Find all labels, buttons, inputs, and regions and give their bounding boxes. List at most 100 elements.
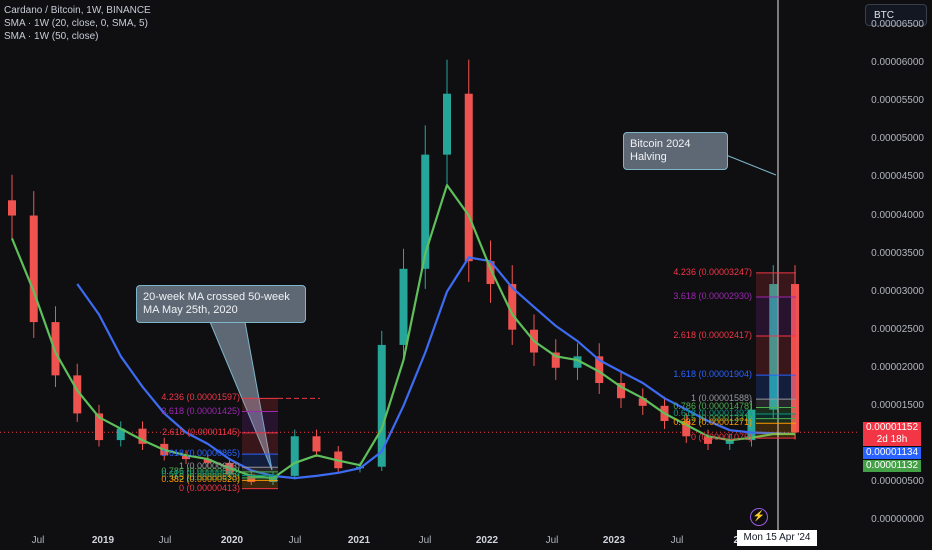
lightning-event-icon[interactable]: ⚡ xyxy=(750,508,768,526)
candle-body xyxy=(508,284,517,330)
fib2024-label: 1 (0.00001588) xyxy=(690,393,752,404)
time-axis-tick: 2019 xyxy=(91,535,115,546)
legend-symbol[interactable]: Cardano / Bitcoin, 1W, BINANCE xyxy=(4,5,151,16)
time-axis-tick: Jul xyxy=(158,535,172,546)
candle-body xyxy=(464,93,473,262)
indicator-legend: Cardano / Bitcoin, 1W, BINANCE SMA · 1W … xyxy=(4,4,151,43)
candle-body xyxy=(595,356,604,383)
fib2024-label: 1.618 (0.00001904) xyxy=(673,369,752,380)
fib2024-label: 0.5 (0.00001331) xyxy=(683,412,752,423)
fib-2024-band xyxy=(756,414,796,419)
fib2020-label: 1 (0.00000693) xyxy=(178,461,240,472)
price-axis-tick: 0.00000500 xyxy=(871,475,924,487)
fib2020-label: 1.618 (0.00000865) xyxy=(161,448,240,459)
candle-body xyxy=(312,436,321,452)
price-axis-tick: 0.00001500 xyxy=(871,399,924,411)
candle-body xyxy=(638,398,647,406)
fib2020-label: 0.618 (0.00000586) xyxy=(161,469,240,480)
price-axis-tick: 0.00006500 xyxy=(871,19,924,31)
crosshair-date-tag: Mon 15 Apr '24 xyxy=(737,530,817,546)
sma-20-line xyxy=(10,184,795,480)
candle-body xyxy=(377,344,386,467)
candle-body xyxy=(116,428,125,441)
fib-2024-band xyxy=(756,336,796,376)
halving-callout[interactable]: Bitcoin 2024 Halving xyxy=(623,132,728,170)
fib-2020-band xyxy=(242,471,278,476)
price-axis-tick: 0.00002000 xyxy=(871,361,924,373)
fib-2020-band xyxy=(242,398,278,412)
fib-2020-band xyxy=(242,475,278,478)
price-axis-tick: 0.00000000 xyxy=(871,514,924,525)
candle-body xyxy=(486,261,495,285)
candle-body xyxy=(747,409,756,441)
price-axis-tick: 0.00002500 xyxy=(871,323,924,335)
price-axis-tick: 0.00004000 xyxy=(871,209,924,221)
sma-green-tag: 0.00001132 xyxy=(863,460,921,472)
time-axis-tick: Jul xyxy=(545,535,559,546)
fib2024-label: 4.236 (0.00003247) xyxy=(673,266,752,277)
price-axis-tick: 0.00005500 xyxy=(871,95,924,107)
candle-body xyxy=(182,455,190,460)
fib2024-label: 3.618 (0.00002930) xyxy=(673,290,752,301)
fib2020-label: 0 (0.00000413) xyxy=(178,482,240,493)
legend-sma-20[interactable]: SMA · 1W (20, close, 0, SMA, 5) xyxy=(4,18,148,29)
candle-body xyxy=(73,375,82,414)
fib2024-label: 0.618 (0.00001392) xyxy=(673,408,752,419)
candle-body xyxy=(51,322,60,376)
price-axis-tick: 0.00003000 xyxy=(871,285,924,297)
candle-body xyxy=(725,440,734,444)
fib-2024-band xyxy=(756,418,796,424)
fib-2020-band xyxy=(242,480,278,489)
ma-cross-callout[interactable]: 20-week MA crossed 50-week MA May 25th, … xyxy=(136,285,306,323)
fib-2024-band xyxy=(756,296,796,337)
fib2024-label: 0.382 (0.00001271) xyxy=(673,417,752,428)
legend-sma-50[interactable]: SMA · 1W (50, close) xyxy=(4,31,99,42)
candle-body xyxy=(290,436,299,476)
fib2024-label: 2.618 (0.00002417) xyxy=(673,330,752,341)
time-axis-tick: Jul xyxy=(418,535,432,546)
candle-body xyxy=(8,200,16,216)
fib2024-label: 0 (0.00001075) xyxy=(690,432,752,443)
candle-body xyxy=(203,459,212,463)
price-axis-tick: 0.00005000 xyxy=(871,133,924,145)
fib-2024-band xyxy=(756,423,796,439)
fib-2024-band xyxy=(756,375,796,400)
fib2020-label: 0.382 (0.00000520) xyxy=(161,474,240,485)
fib-2020-band xyxy=(242,477,278,481)
fib2024-label: 0.786 (0.00001478) xyxy=(673,401,752,412)
time-axis-tick: Jul xyxy=(288,535,302,546)
fib2020-label: 2.618 (0.00001145) xyxy=(162,426,240,437)
fib-2020-band xyxy=(242,454,278,468)
candle-body xyxy=(29,215,38,323)
currency-button[interactable]: BTC xyxy=(865,4,927,26)
candle-body xyxy=(791,284,799,433)
time-axis-tick: 2021 xyxy=(347,535,371,546)
fib2020-label: 4.236 (0.00001597) xyxy=(161,392,240,403)
last-price-tag: 0.00001152 xyxy=(863,422,921,434)
fib-2024-band xyxy=(756,407,796,415)
fib-2024-band xyxy=(756,272,796,297)
fib2020-label: 0.786 (0.00000633) xyxy=(161,465,240,476)
time-axis-tick: Jul xyxy=(31,535,45,546)
sma-blue-tag: 0.00001134 xyxy=(863,447,921,459)
candle-body xyxy=(573,356,582,368)
countdown-tag: 2d 18h xyxy=(863,434,921,446)
fib-2020-band xyxy=(242,411,278,433)
candle-body xyxy=(399,268,408,345)
fib-2020-band xyxy=(242,467,278,472)
candle-body xyxy=(95,413,103,441)
time-axis-tick: 2023 xyxy=(602,535,626,546)
price-axis-tick: 0.00004500 xyxy=(871,171,924,183)
time-axis-tick: 2022 xyxy=(475,535,499,546)
candle-body xyxy=(551,352,560,368)
time-axis-tick: 2020 xyxy=(220,535,244,546)
candle-body xyxy=(443,93,451,155)
price-axis-tick: 0.00006000 xyxy=(871,57,924,69)
price-axis-tick: 0.00003500 xyxy=(871,247,924,259)
fib2020-label: 0.5 (0.00000553) xyxy=(171,471,240,482)
fib-2020-band xyxy=(242,432,278,455)
candle-body xyxy=(682,421,691,437)
fib2020-label: 3.618 (0.00001425) xyxy=(161,405,240,416)
